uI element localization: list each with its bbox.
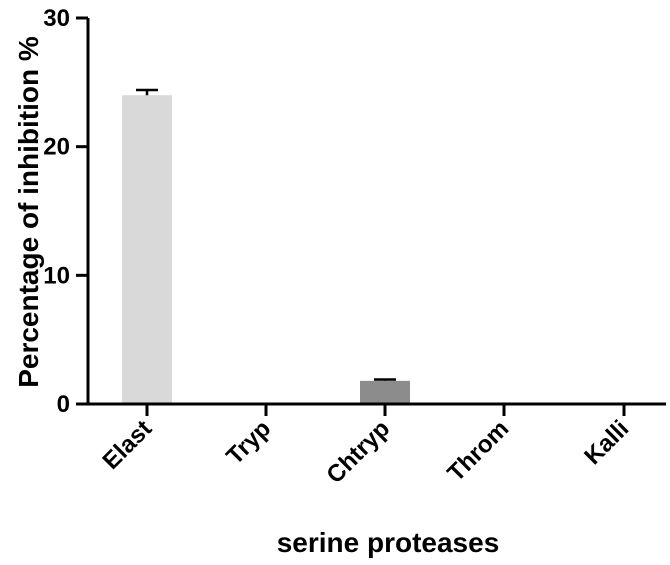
y-tick-label: 10 (43, 262, 70, 289)
x-tick-label-throm: Throm (442, 415, 514, 487)
x-tick-label-kalli: Kalli (579, 415, 634, 470)
error-bars-group (136, 88, 396, 381)
x-ticks-group: Elast Tryp Chtryp Throm Kalli (98, 404, 634, 489)
error-bar-elast (136, 88, 158, 96)
y-axis-title: Percentage of inhibition % (13, 36, 44, 388)
bar-elast (122, 95, 172, 404)
error-bar-chtryp (374, 378, 396, 381)
x-axis-title: serine proteases (277, 527, 500, 558)
x-tick-label-tryp: Tryp (221, 415, 276, 470)
x-tick-label-chtryp: Chtryp (321, 415, 395, 489)
x-tick-label-elast: Elast (98, 415, 158, 475)
y-tick-label: 0 (57, 391, 70, 418)
y-ticks-group: 0 10 20 30 (43, 5, 88, 418)
y-tick-label: 30 (43, 5, 70, 32)
y-tick-label: 20 (43, 134, 70, 161)
bar-chtryp (360, 380, 410, 404)
bars-group (122, 95, 410, 404)
